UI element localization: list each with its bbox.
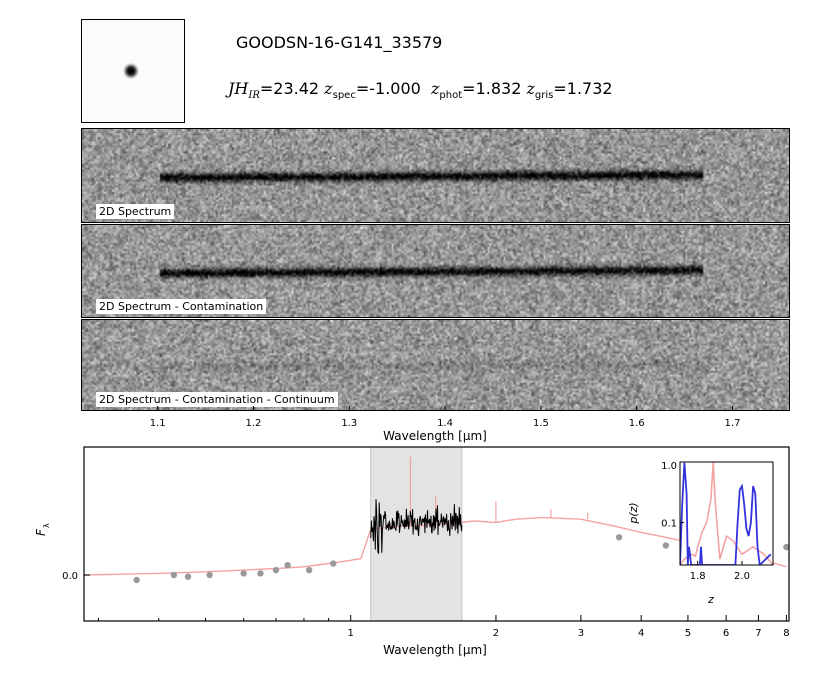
axis-2d-xlabel: Wavelength [μm] [383,429,487,443]
grism-spectrum-line [370,499,463,554]
spectrum-2d-image [82,129,789,222]
sed-xtick-label: 4 [638,628,644,639]
panel-2d-spectrum: 2D Spectrum [81,128,790,223]
sed-xtick-label: 3 [578,628,584,639]
photometry-point [284,561,291,569]
axis-2d-tick-label: 1.6 [629,418,645,429]
axis-2d-tick-label: 1.3 [341,418,357,429]
mag-label: JH [228,79,249,98]
sed-xtick-label: 2 [493,628,499,639]
pz-series-line [680,462,772,565]
sed-ylabel: F λ [34,523,51,536]
pz-xtick-label: 1.8 [690,571,706,582]
pz-ytick-label: 1.0 [661,461,677,472]
redshift-summary: JHIR=23.42 zspec=-1.000 zphot=1.832 zgri… [228,79,613,101]
pz-ytick-label: 0.1 [661,519,677,530]
axis-2d-tick-label: 1.4 [437,418,453,429]
pz-inset: 1.8 2.0 0.1 1.0 [661,461,774,582]
sed-xtick-label: 7 [755,628,761,639]
zgris-value: =1.732 [553,79,613,98]
sed-xtick-label: 8 [783,628,789,639]
sed-inner [84,447,789,621]
mag-value: =23.42 [259,79,320,98]
zspec-value: =-1.000 [355,79,421,98]
object-thumbnail [81,19,185,123]
photometry-point [662,542,670,549]
sed-xtick-label: 6 [723,628,729,639]
zphot-sub: phot [439,90,463,102]
photometry-point [615,534,623,541]
zgris-sub: gris [534,90,554,102]
photometry-point [184,573,192,580]
sed-plot: 1 2 3 4 5 6 7 8 0.0 [62,446,790,639]
pz-inner [680,462,773,565]
pz-xlabel: z [707,593,714,606]
zgris-label: z [526,79,535,98]
pz-background [680,462,773,565]
zspec-label: z [324,79,333,98]
axis-2d-tick-label: 1.5 [533,418,549,429]
axis-2d-wavelength: 1.1 1.2 1.3 1.4 1.5 1.6 1.7 [150,406,741,429]
photometry-point [170,571,178,579]
sed-xlabel: Wavelength [μm] [383,643,487,657]
pz-frame [679,461,774,566]
panel-2d-contamination: 2D Spectrum - Contamination [81,224,790,318]
photometry-point [272,566,280,574]
sed-xtick-label: 1 [348,628,354,639]
pz-ylabel: p(z) [627,502,640,524]
source-blob [122,62,140,80]
zspec-sub: spec [332,90,356,102]
sed-ylabel-main: F [34,528,48,536]
zphot-value: =1.832 [462,79,522,98]
photometry-point [257,570,264,577]
panel-label: 2D Spectrum - Contamination - Continuum [96,392,338,407]
photometry-point [133,576,140,584]
sed-ytick-label: 0.0 [62,571,78,582]
photometry-point [206,571,213,579]
sed-xtick-label: 5 [685,628,691,639]
panel-2d-continuum: 2D Spectrum - Contamination - Continuum [81,319,790,411]
zphot-label: z [430,79,440,98]
panel-label: 2D Spectrum - Contamination [96,299,267,314]
object-title: GOODSN-16-G141_33579 [236,33,443,52]
axis-2d-tick-label: 1.7 [725,418,741,429]
grism-coverage-region [370,447,463,621]
sed-frame [83,446,790,622]
mag-sub: IR [248,90,260,102]
pz-xtick-label: 2.0 [734,571,750,582]
sed-ylabel-sub: λ [42,523,51,528]
thumbnail-image [122,62,140,80]
photometry-point [305,566,313,574]
axis-2d-tick-label: 1.1 [150,418,166,429]
axis-2d-tick-label: 1.2 [246,418,262,429]
photometry-point [330,560,337,567]
panel-label: 2D Spectrum [96,204,175,219]
pz-series-line [680,462,773,565]
photometry-point [240,570,247,577]
photometry-point [783,543,789,551]
